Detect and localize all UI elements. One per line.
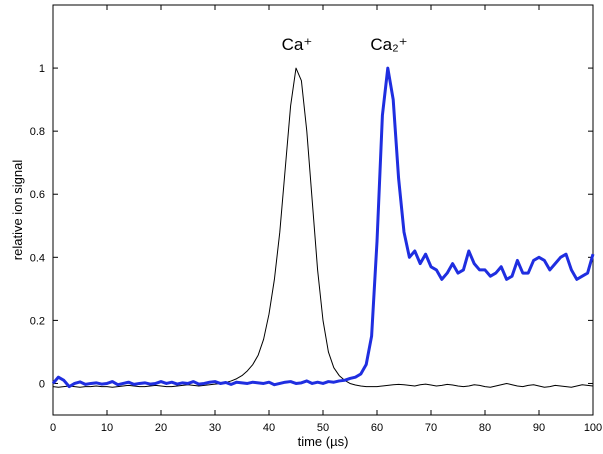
x-tick-label: 0 bbox=[50, 422, 56, 434]
x-tick-label: 30 bbox=[209, 422, 221, 434]
peak-annotation: Ca₂⁺ bbox=[370, 35, 407, 54]
series-line bbox=[52, 67, 594, 388]
x-tick-label: 100 bbox=[584, 422, 602, 434]
y-tick-label: 0.6 bbox=[30, 189, 45, 201]
x-tick-label: 50 bbox=[317, 422, 329, 434]
x-tick-label: 60 bbox=[371, 422, 383, 434]
x-axis-label: time (µs) bbox=[298, 434, 349, 449]
y-tick-label: 0.8 bbox=[30, 126, 45, 138]
y-axis-label: relative ion signal bbox=[10, 160, 25, 261]
y-tick-label: 0.2 bbox=[30, 315, 45, 327]
y-tick-label: 1 bbox=[39, 63, 45, 75]
x-tick-label: 20 bbox=[155, 422, 167, 434]
x-tick-label: 70 bbox=[425, 422, 437, 434]
x-tick-label: 90 bbox=[533, 422, 545, 434]
y-tick-label: 0 bbox=[39, 378, 45, 390]
plot-frame bbox=[52, 4, 594, 416]
x-tick-label: 10 bbox=[101, 422, 113, 434]
series-line bbox=[51, 66, 595, 389]
x-tick-label: 80 bbox=[479, 422, 491, 434]
x-tick-label: 40 bbox=[263, 422, 275, 434]
y-tick-label: 0.4 bbox=[30, 252, 45, 264]
peak-annotation: Ca⁺ bbox=[282, 35, 313, 54]
